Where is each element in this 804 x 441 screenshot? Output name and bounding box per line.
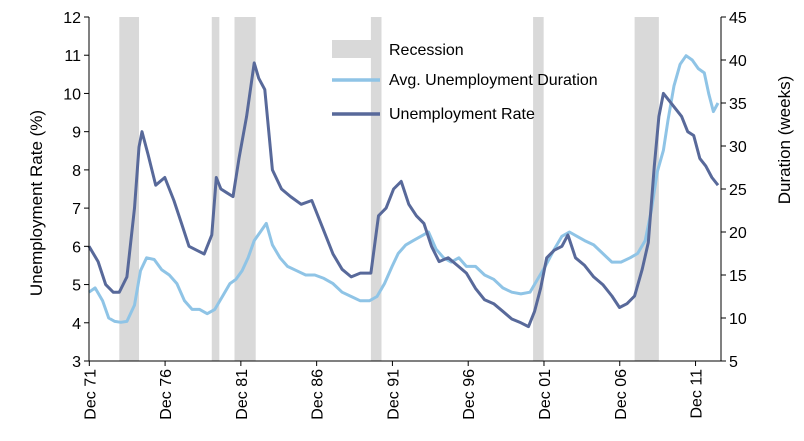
legend: Recession Avg. Unemployment Duration Une… <box>332 40 598 123</box>
y-axis-title: Unemployment Rate (%) <box>27 110 46 296</box>
y-tick-label: 7 <box>72 201 81 218</box>
x-tick-label: Dec 96 <box>461 369 478 420</box>
x-tick-label: Dec 81 <box>234 369 251 420</box>
x-tick-label: Dec 86 <box>310 369 327 420</box>
y-tick-label: 11 <box>64 48 81 65</box>
y-tick-label: 9 <box>72 125 81 142</box>
series-lines <box>87 54 720 329</box>
y-tick-label: 8 <box>72 163 81 180</box>
y-tick-label: 10 <box>63 86 81 103</box>
y-tick-label: 4 <box>72 316 81 333</box>
y-tick-label: 12 <box>63 10 81 27</box>
y2-tick-label: 5 <box>729 354 738 371</box>
x-tick-label: Dec 71 <box>82 369 99 420</box>
axes <box>84 16 726 366</box>
y-tick-label: 6 <box>72 239 81 256</box>
legend-swatch-recession <box>332 40 380 58</box>
y-tick-label: 3 <box>72 354 81 371</box>
x-tick-label: Dec 76 <box>158 369 175 420</box>
series-line-unemployment-rate <box>87 61 720 329</box>
x-tick-label: Dec 01 <box>537 369 554 420</box>
legend-label-duration: Avg. Unemployment Duration <box>389 72 598 89</box>
y2-tick-label: 35 <box>729 96 747 113</box>
recession-band-4 <box>533 17 544 361</box>
y-tick-label: 5 <box>72 278 81 295</box>
recession-band-0 <box>119 17 140 361</box>
x-tick-label: Dec 91 <box>385 369 402 420</box>
x-tick-label: Dec 11 <box>689 369 706 419</box>
series-line-duration <box>88 54 720 324</box>
x-tick-label: Dec 06 <box>613 369 630 420</box>
y2-tick-label: 30 <box>729 139 747 156</box>
y2-tick-label: 20 <box>729 225 747 242</box>
y2-axis-title: Duration (weeks) <box>775 76 794 205</box>
recession-band-3 <box>370 17 382 361</box>
y2-tick-label: 15 <box>729 268 747 285</box>
y2-tick-label: 40 <box>729 53 747 70</box>
y2-tick-label: 10 <box>729 311 747 328</box>
legend-label-recession: Recession <box>389 42 464 59</box>
legend-label-rate: Unemployment Rate <box>389 106 535 123</box>
y2-tick-label: 45 <box>729 10 747 27</box>
y2-tick-label: 25 <box>729 182 747 199</box>
